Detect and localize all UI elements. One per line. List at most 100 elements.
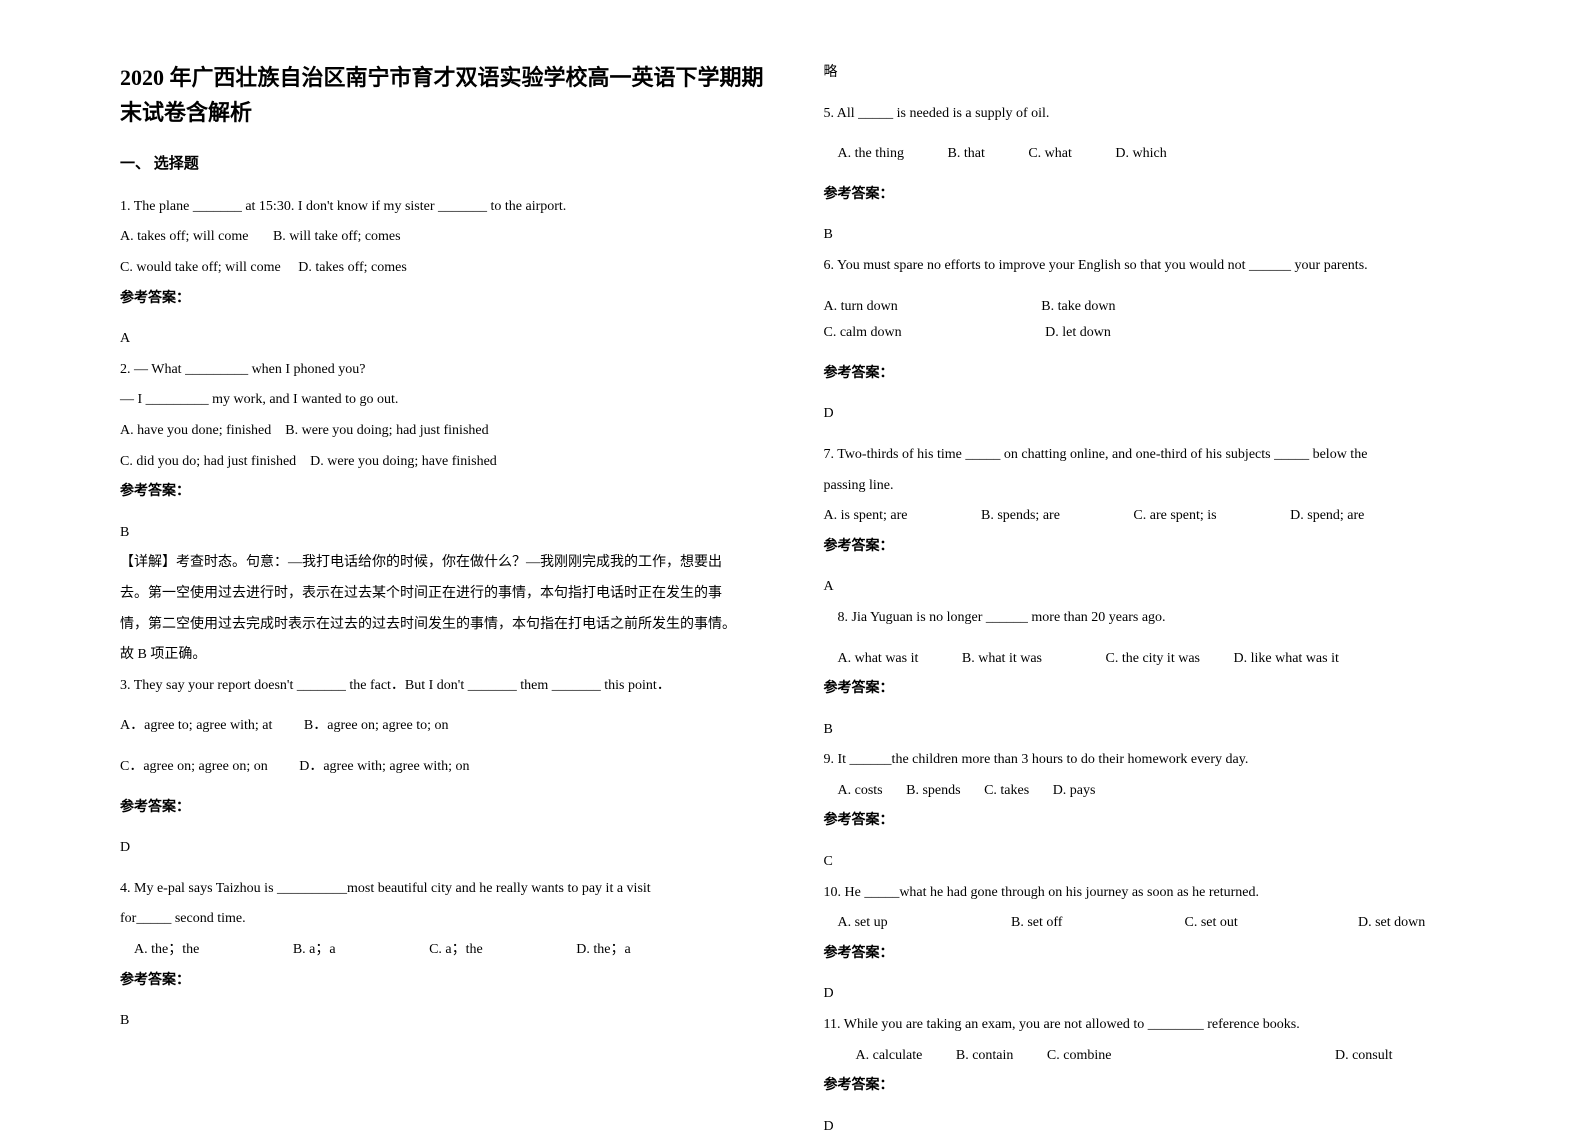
q10-opt-c: C. set out: [1185, 910, 1355, 937]
q11-opt-c: C. combine: [1047, 1043, 1112, 1070]
question-5-text: 5. All _____ is needed is a supply of oi…: [824, 101, 1468, 128]
q6-opt-b: B. take down: [1041, 294, 1115, 321]
question-1-options-row1: A. takes off; will come B. will take off…: [120, 224, 764, 251]
question-6-options: A. turn down B. take down C. calm down D…: [824, 294, 1468, 347]
q5-opt-a: A. the thing: [838, 141, 905, 168]
right-column: 略 5. All _____ is needed is a supply of …: [794, 60, 1488, 1082]
q8-opt-c: C. the city it was: [1106, 646, 1201, 673]
q4-opt-b: B. a；a: [293, 937, 336, 964]
question-2-line2: — I _________ my work, and I wanted to g…: [120, 387, 764, 414]
q9-opt-d: D. pays: [1053, 783, 1096, 798]
q1-opt-c: C. would take off; will come: [120, 260, 281, 275]
answer-label: 参考答案：: [824, 361, 1468, 388]
question-8-options: A. what was it B. what it was C. the cit…: [838, 646, 1468, 673]
answer-label: 参考答案：: [824, 808, 1468, 835]
answer-label: 参考答案：: [824, 182, 1468, 209]
q9-opt-c: C. takes: [984, 783, 1029, 798]
question-2-options-row1: A. have you done; finished B. were you d…: [120, 418, 764, 445]
answer-label: 参考答案：: [120, 479, 764, 506]
answer-label: 参考答案：: [824, 534, 1468, 561]
q1-opt-a: A. takes off; will come: [120, 229, 248, 244]
question-1-options-row2: C. would take off; will come D. takes of…: [120, 255, 764, 282]
question-7-line1: 7. Two-thirds of his time _____ on chatt…: [824, 442, 1468, 469]
q4-opt-a: A. the；the: [134, 937, 199, 964]
q11-opt-b: B. contain: [956, 1043, 1014, 1070]
q2-opt-c: C. did you do; had just finished: [120, 454, 296, 469]
q2-explain-1: 【详解】考查时态。句意：—我打电话给你的时候，你在做什么？—我刚刚完成我的工作，…: [120, 550, 764, 577]
q8-opt-a: A. what was it: [838, 646, 919, 673]
answer-label: 参考答案：: [120, 286, 764, 313]
q4-opt-c: C. a；the: [429, 937, 483, 964]
q2-explain-4: 故 B 项正确。: [120, 642, 764, 669]
q7-answer: A: [824, 574, 1468, 601]
answer-label: 参考答案：: [120, 968, 764, 995]
q3-opt-c: C．agree on; agree on; on: [120, 759, 268, 774]
q6-answer: D: [824, 401, 1468, 428]
q9-opt-b: B. spends: [906, 783, 960, 798]
answer-label: 参考答案：: [824, 941, 1468, 968]
answer-label: 参考答案：: [824, 676, 1468, 703]
question-2-line1: 2. — What _________ when I phoned you?: [120, 357, 764, 384]
q2-opt-d: D. were you doing; have finished: [310, 454, 497, 469]
q3-opt-b: B．agree on; agree to; on: [304, 718, 449, 733]
q2-opt-b: B. were you doing; had just finished: [285, 423, 488, 438]
question-7-options: A. is spent; are B. spends; are C. are s…: [824, 503, 1468, 530]
question-3-text: 3. They say your report doesn't _______ …: [120, 673, 764, 700]
section-header: 一、 选择题: [120, 150, 764, 179]
q8-opt-d: D. like what was it: [1234, 646, 1339, 673]
q2-opt-a: A. have you done; finished: [120, 423, 271, 438]
q5-answer: B: [824, 222, 1468, 249]
q7-opt-c: C. are spent; is: [1133, 503, 1216, 530]
answer-label: 参考答案：: [824, 1073, 1468, 1100]
question-7-line2: passing line.: [824, 473, 1468, 500]
question-1-text: 1. The plane _______ at 15:30. I don't k…: [120, 194, 764, 221]
q11-opt-d: D. consult: [1335, 1048, 1393, 1063]
q3-answer: D: [120, 835, 764, 862]
q2-answer: B: [120, 520, 764, 547]
question-10-options: A. set up B. set off C. set out D. set d…: [838, 910, 1468, 937]
question-6-text: 6. You must spare no efforts to improve …: [824, 253, 1468, 280]
q5-opt-c: C. what: [1028, 141, 1072, 168]
answer-label: 参考答案：: [120, 795, 764, 822]
question-8-text: 8. Jia Yuguan is no longer ______ more t…: [838, 605, 1468, 632]
q11-answer: D: [824, 1114, 1468, 1140]
question-4-line1: 4. My e-pal says Taizhou is __________mo…: [120, 876, 764, 903]
q6-opt-c: C. calm down: [824, 320, 902, 347]
question-3-options-row2: C．agree on; agree on; on D．agree with; a…: [120, 754, 764, 781]
question-11-text: 11. While you are taking an exam, you ar…: [824, 1012, 1468, 1039]
q4-opt-d: D. the；a: [576, 937, 630, 964]
question-11-options: A. calculate B. contain C. combine D. co…: [838, 1043, 1468, 1070]
question-10-text: 10. He _____what he had gone through on …: [824, 880, 1468, 907]
question-4-line2: for_____ second time.: [120, 906, 764, 933]
q3-opt-a: A．agree to; agree with; at: [120, 718, 272, 733]
q6-opt-d: D. let down: [1045, 320, 1111, 347]
q10-answer: D: [824, 981, 1468, 1008]
question-2-options-row2: C. did you do; had just finished D. were…: [120, 449, 764, 476]
q10-opt-a: A. set up: [838, 910, 1008, 937]
lue-text: 略: [824, 60, 1468, 87]
q7-opt-b: B. spends; are: [981, 503, 1060, 530]
q10-opt-d: D. set down: [1358, 915, 1425, 930]
q11-opt-a: A. calculate: [856, 1043, 923, 1070]
question-9-text: 9. It ______the children more than 3 hou…: [824, 747, 1468, 774]
document-title: 2020 年广西壮族自治区南宁市育才双语实验学校高一英语下学期期末试卷含解析: [120, 60, 764, 130]
q1-opt-d: D. takes off; comes: [298, 260, 407, 275]
question-3-options-row1: A．agree to; agree with; at B．agree on; a…: [120, 713, 764, 740]
q5-opt-b: B. that: [948, 141, 985, 168]
q2-explain-2: 去。第一空使用过去进行时，表示在过去某个时间正在进行的事情，本句指打电话时正在发…: [120, 581, 764, 608]
q1-opt-b: B. will take off; comes: [273, 229, 401, 244]
q3-opt-d: D．agree with; agree with; on: [299, 759, 469, 774]
question-4-options: A. the；the B. a；a C. a；the D. the；a: [134, 937, 764, 964]
q9-answer: C: [824, 849, 1468, 876]
q9-opt-a: A. costs: [838, 783, 883, 798]
q4-answer: B: [120, 1008, 764, 1035]
q7-opt-a: A. is spent; are: [824, 503, 908, 530]
q10-opt-b: B. set off: [1011, 910, 1181, 937]
q5-opt-d: D. which: [1115, 141, 1166, 168]
q8-answer: B: [824, 717, 1468, 744]
q2-explain-3: 情，第二空使用过去完成时表示在过去的过去时间发生的事情，本句指在打电话之前所发生…: [120, 612, 764, 639]
q7-opt-d: D. spend; are: [1290, 503, 1364, 530]
q8-opt-b: B. what it was: [962, 646, 1042, 673]
question-9-options: A. costs B. spends C. takes D. pays: [838, 778, 1468, 805]
left-column: 2020 年广西壮族自治区南宁市育才双语实验学校高一英语下学期期末试卷含解析 一…: [100, 60, 794, 1082]
